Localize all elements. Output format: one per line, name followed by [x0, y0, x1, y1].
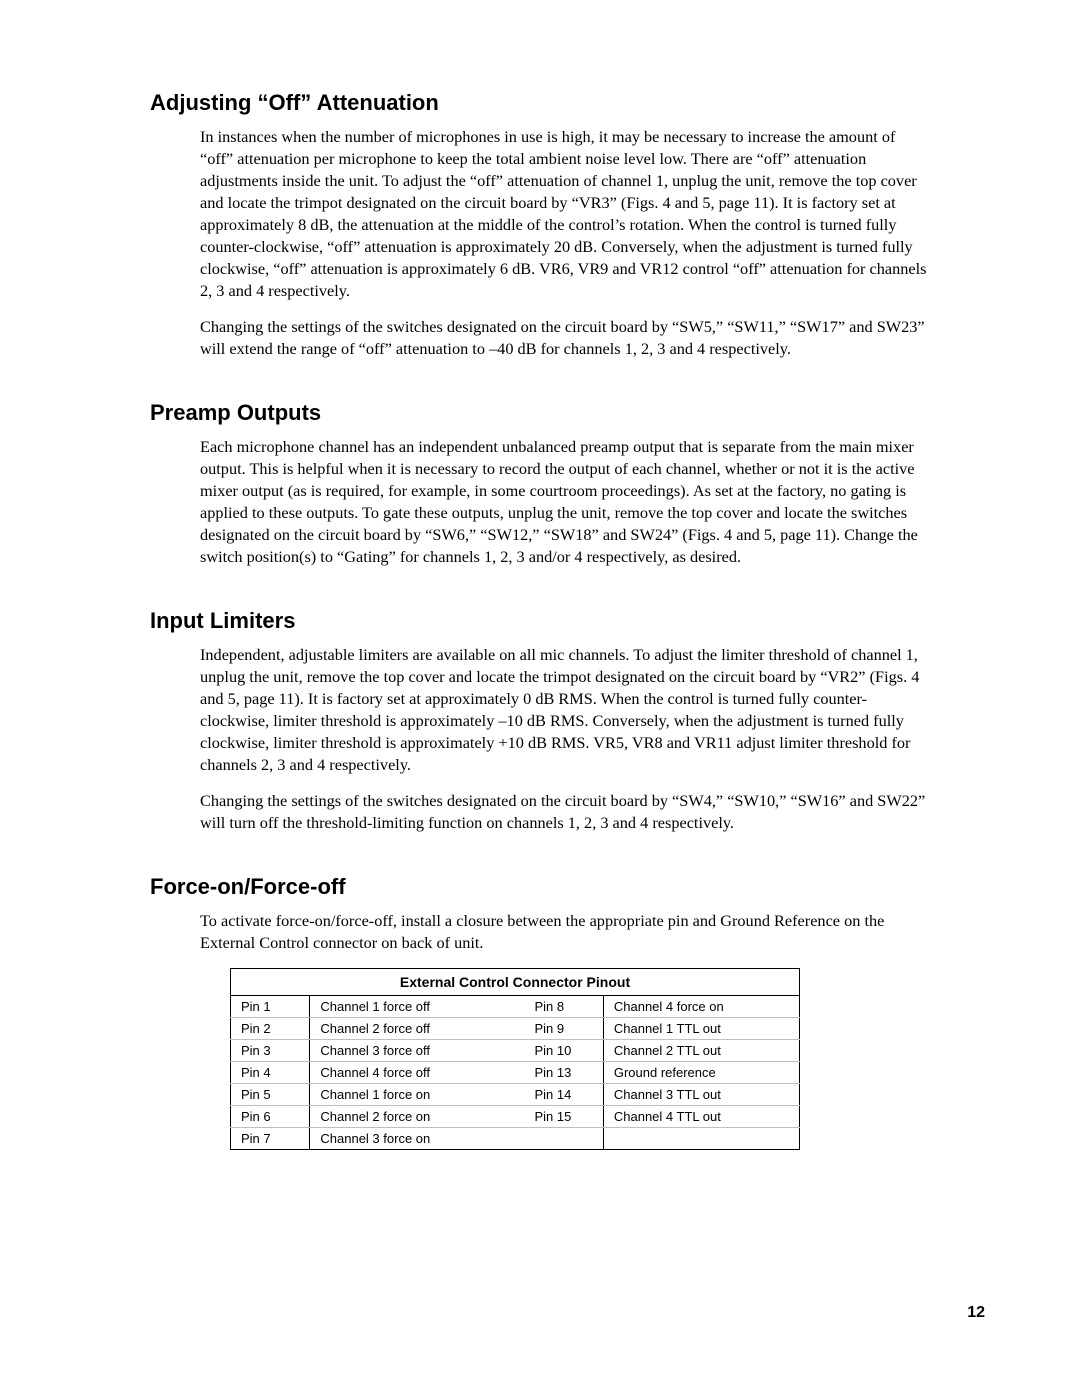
section-heading-preamp-outputs: Preamp Outputs	[150, 400, 930, 426]
table-row: Pin 3 Channel 3 force off Pin 10 Channel…	[231, 1040, 800, 1062]
paragraph: Changing the settings of the switches de…	[200, 790, 930, 834]
desc-cell: Channel 4 TTL out	[603, 1106, 799, 1128]
section-heading-force-on-force-off: Force-on/Force-off	[150, 874, 930, 900]
table-row: Pin 6 Channel 2 force on Pin 15 Channel …	[231, 1106, 800, 1128]
pinout-table-title: External Control Connector Pinout	[231, 969, 800, 996]
desc-cell: Channel 2 TTL out	[603, 1040, 799, 1062]
pin-cell: Pin 8	[524, 996, 603, 1018]
pin-cell: Pin 14	[524, 1084, 603, 1106]
table-title-row: External Control Connector Pinout	[231, 969, 800, 996]
desc-cell: Ground reference	[603, 1062, 799, 1084]
paragraph: Each microphone channel has an independe…	[200, 436, 930, 568]
section-heading-adjusting-off-attenuation: Adjusting “Off” Attenuation	[150, 90, 930, 116]
pin-cell: Pin 4	[231, 1062, 310, 1084]
pin-cell: Pin 1	[231, 996, 310, 1018]
table-row: Pin 5 Channel 1 force on Pin 14 Channel …	[231, 1084, 800, 1106]
section-body: Each microphone channel has an independe…	[200, 436, 930, 568]
table-row: Pin 1 Channel 1 force off Pin 8 Channel …	[231, 996, 800, 1018]
table-row: Pin 7 Channel 3 force on	[231, 1128, 800, 1150]
pin-cell: Pin 2	[231, 1018, 310, 1040]
page-number: 12	[967, 1304, 985, 1322]
pinout-table-wrap: External Control Connector Pinout Pin 1 …	[230, 968, 930, 1150]
pin-cell	[524, 1128, 603, 1150]
paragraph: Independent, adjustable limiters are ava…	[200, 644, 930, 776]
section-heading-input-limiters: Input Limiters	[150, 608, 930, 634]
section-body: Independent, adjustable limiters are ava…	[200, 644, 930, 834]
pin-cell: Pin 3	[231, 1040, 310, 1062]
desc-cell: Channel 3 force off	[310, 1040, 525, 1062]
desc-cell: Channel 1 force on	[310, 1084, 525, 1106]
table-row: Pin 2 Channel 2 force off Pin 9 Channel …	[231, 1018, 800, 1040]
desc-cell: Channel 1 TTL out	[603, 1018, 799, 1040]
pin-cell: Pin 15	[524, 1106, 603, 1128]
paragraph: Changing the settings of the switches de…	[200, 316, 930, 360]
pin-cell: Pin 9	[524, 1018, 603, 1040]
desc-cell: Channel 4 force on	[603, 996, 799, 1018]
section-body: In instances when the number of micropho…	[200, 126, 930, 360]
pin-cell: Pin 10	[524, 1040, 603, 1062]
desc-cell: Channel 4 force off	[310, 1062, 525, 1084]
paragraph: To activate force-on/force-off, install …	[200, 910, 930, 954]
pin-cell: Pin 13	[524, 1062, 603, 1084]
pin-cell: Pin 5	[231, 1084, 310, 1106]
desc-cell	[603, 1128, 799, 1150]
paragraph: In instances when the number of micropho…	[200, 126, 930, 302]
section-body: To activate force-on/force-off, install …	[200, 910, 930, 954]
pinout-table: External Control Connector Pinout Pin 1 …	[230, 968, 800, 1150]
desc-cell: Channel 1 force off	[310, 996, 525, 1018]
desc-cell: Channel 3 TTL out	[603, 1084, 799, 1106]
desc-cell: Channel 2 force off	[310, 1018, 525, 1040]
desc-cell: Channel 3 force on	[310, 1128, 525, 1150]
pin-cell: Pin 6	[231, 1106, 310, 1128]
table-row: Pin 4 Channel 4 force off Pin 13 Ground …	[231, 1062, 800, 1084]
desc-cell: Channel 2 force on	[310, 1106, 525, 1128]
document-page: Adjusting “Off” Attenuation In instances…	[0, 0, 1080, 1397]
pin-cell: Pin 7	[231, 1128, 310, 1150]
